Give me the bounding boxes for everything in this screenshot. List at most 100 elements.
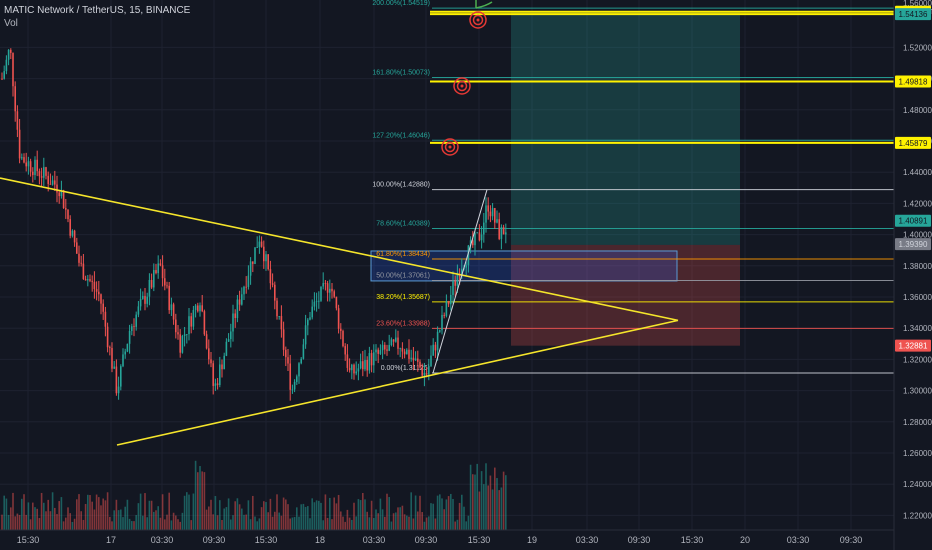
symbol-title: MATIC Network / TetherUS, 15, BINANCE [4,5,191,16]
candle-body [236,299,239,318]
candle-body [447,301,450,305]
volume-bar [18,515,21,530]
volume-bar [32,502,34,530]
volume-bar [351,519,353,530]
candlestick-series [1,48,507,401]
volume-bar [274,511,276,530]
y-tick-label: 1.40000 [903,231,932,240]
candle-body [172,304,175,320]
volume-bar [78,494,80,530]
candle-body [370,353,373,366]
candle-body [342,330,344,347]
volume-bar [456,519,459,530]
volume-bar [177,519,179,530]
x-tick-label: 03:30 [576,535,599,545]
candle-body [434,344,437,351]
candle-body [219,364,221,385]
candle-body [32,171,34,176]
candle-body [126,343,129,352]
candle-body [205,334,208,349]
volume-bar [421,512,423,530]
volume-bar [73,518,76,530]
candle-body [71,230,74,236]
volume-bar [49,511,52,530]
volume-bar [379,498,382,530]
candle-body [139,298,142,307]
volume-bar [309,518,311,530]
candle-body [137,306,140,315]
candle-body [408,349,410,359]
volume-bar [368,517,371,530]
volume-bar [344,521,346,530]
volume-bar [502,471,505,530]
volume-bar [120,509,122,530]
volume-bar [58,501,60,530]
symmetrical-triangle[interactable] [0,177,679,446]
volume-bar [3,495,5,530]
candle-body [82,263,85,280]
target-markers [441,0,493,156]
x-tick-label: 09:30 [415,535,438,545]
candle-body [443,314,445,316]
candle-body [357,368,360,372]
candle-body [78,253,80,263]
volume-bar [430,503,432,530]
volume-bar [14,516,16,530]
volume-bar [238,504,241,530]
volume-bar [487,485,489,530]
target-circle-icon [469,11,487,29]
volume-bar [335,503,338,530]
candle-body [335,296,338,309]
candle-body [375,349,377,353]
candle-body [135,314,137,327]
volume-bar [89,495,91,530]
candle-body [47,175,49,184]
candle-body [373,352,375,366]
volume-bar [403,514,406,530]
volume-bar [183,495,186,530]
volume-bar [69,513,71,530]
volume-bar [399,507,401,530]
candle-body [12,52,14,87]
candle-body [183,334,186,336]
candle-body [467,245,470,266]
candle-body [210,359,212,364]
candle-body [315,300,318,302]
volume-bar [463,506,465,530]
fib-level-label: 23.60%(1.33988) [376,320,430,327]
candle-body [117,386,120,394]
volume-bar [201,471,203,530]
time-axis[interactable]: 15:30 17 03:30 09:30 15:30 18 03:30 09:30 15:30 1… [0,529,894,545]
candle-body [54,180,56,185]
volume-bar [128,518,131,530]
volume-bar [302,503,305,530]
candle-body [186,334,188,335]
volume-bar [410,492,412,530]
x-tick-label: 20 [740,535,750,545]
volume-bar [216,515,219,530]
candle-body [221,364,223,370]
volume-bar [500,487,503,530]
volume-bar [150,500,153,530]
y-tick-label: 1.38000 [903,262,932,271]
candle-body [498,219,500,239]
volume-bar [25,514,27,530]
fibonacci-retracement[interactable]: 0.00%(1.31126) 23.60%(1.33988) 38.20%(1.35… [372,0,894,374]
candle-body [265,254,267,262]
price-axis[interactable]: 1.22000 1.24000 1.26000 1.28000 1.30000 1.320… [893,0,932,550]
candle-body [104,311,107,327]
volume-bar [445,499,448,530]
candle-body [252,261,254,264]
candle-body [168,285,170,311]
candle-body [289,363,291,390]
candle-body [258,241,261,248]
candle-body [331,288,333,292]
x-tick-label: 09:30 [840,535,863,545]
candle-body [269,269,272,284]
profit-zone [511,12,740,245]
volume-bar [16,513,19,530]
candle-body [113,366,115,369]
candle-body [29,161,32,172]
candle-body [150,279,153,288]
